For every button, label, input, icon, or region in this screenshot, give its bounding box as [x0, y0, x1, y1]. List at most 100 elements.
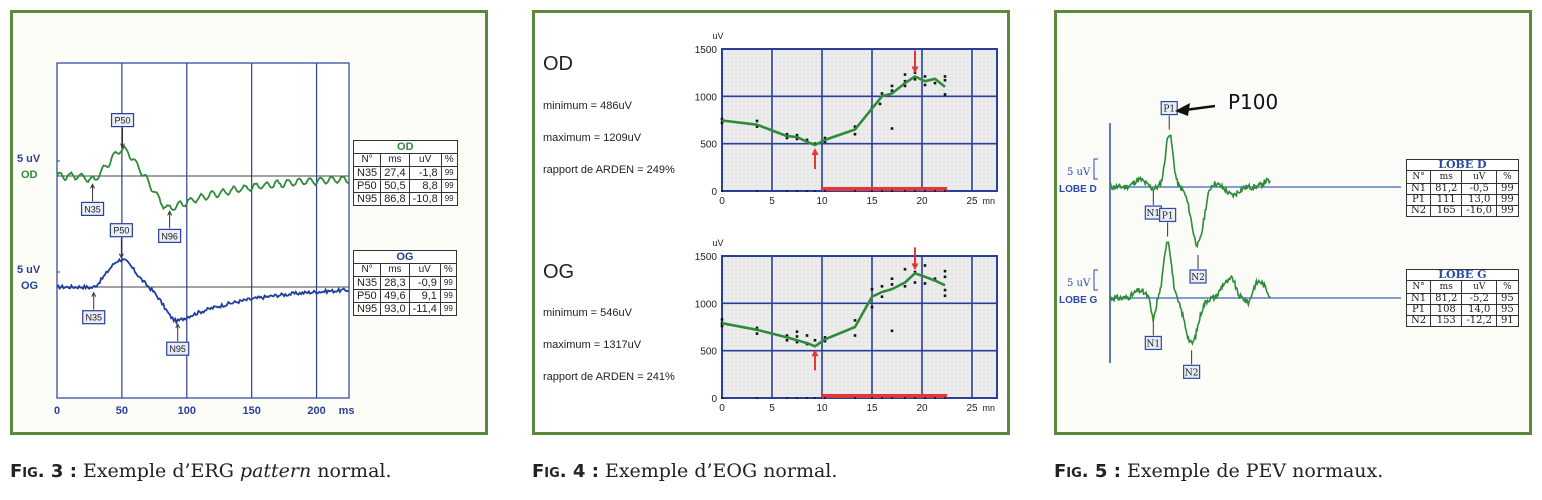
- cell: -5,2: [1461, 293, 1498, 305]
- scatter-point: [823, 140, 827, 144]
- marker-arrow-head: [118, 253, 124, 259]
- cell: P1: [1405, 194, 1432, 206]
- caption-text: Exemple d’EOG normal.: [604, 460, 838, 482]
- cell: -10,8: [408, 192, 442, 206]
- cell: 99: [440, 179, 458, 193]
- scatter-point: [943, 269, 947, 273]
- sample-tick: [944, 397, 946, 399]
- erg-table-og: OG N° ms uV % N35 28,3 -0,9 99 P50 49,6 …: [352, 250, 457, 316]
- scatter-point: [903, 79, 907, 83]
- scale-bar-label: 5 uV: [17, 153, 41, 165]
- scale-bar: [56, 160, 60, 177]
- scatter-point: [853, 125, 857, 128]
- x-tick-label: 0: [54, 405, 60, 417]
- sample-tick: [824, 397, 826, 399]
- marker-arrow-head: [90, 183, 96, 189]
- cell: 165: [1430, 205, 1463, 217]
- scatter-point: [923, 83, 927, 87]
- scatter-point: [720, 324, 724, 328]
- scatter-point: [878, 102, 882, 106]
- scatter-point: [943, 75, 947, 78]
- sample-tick: [814, 397, 816, 399]
- sample-tick: [904, 397, 906, 399]
- marker-box: [1183, 364, 1201, 379]
- marker-label: N95: [169, 344, 186, 354]
- caption-text: Exemple d’ERG: [82, 460, 240, 482]
- col-header: %: [1496, 280, 1519, 294]
- x-tick-label: 25: [966, 196, 978, 207]
- plot-area: [722, 49, 997, 191]
- sample-tick: [914, 190, 916, 192]
- peak-marker: P50: [109, 223, 133, 259]
- scatter-point: [903, 73, 907, 76]
- cell: P50: [352, 289, 382, 303]
- x-tick-label: 0: [719, 196, 725, 207]
- col-header: %: [439, 263, 457, 277]
- table-title: OD: [353, 140, 458, 154]
- col-header: ms: [380, 263, 410, 277]
- pev-table-lobe-g: LOBE G N° ms uV % N1 81,2 -5,2 95 P1 108…: [1405, 269, 1519, 327]
- scatter-point: [795, 330, 799, 334]
- cell: N35: [352, 276, 382, 290]
- scatter-point: [853, 319, 857, 322]
- peak-marker: N95: [166, 323, 190, 356]
- cell: 99: [439, 289, 457, 303]
- scatter-point: [823, 336, 827, 339]
- eog-mean-line: [721, 75, 946, 147]
- cell: 27,4: [380, 166, 410, 180]
- scatter-point: [795, 335, 799, 338]
- y-tick-label: 1500: [695, 45, 718, 56]
- table-row: N95 93,0 -11,4 99: [352, 302, 457, 316]
- col-header: ms: [1430, 280, 1463, 294]
- sample-tick: [814, 190, 816, 192]
- scatter-point: [923, 264, 927, 267]
- cell: 14,0: [1461, 304, 1498, 316]
- sample-tick: [924, 397, 926, 399]
- scatter-point: [755, 332, 759, 335]
- scatter-point: [785, 132, 789, 136]
- eog-od-title: OD: [543, 53, 573, 75]
- cell: N1: [1405, 183, 1432, 195]
- cell: P50: [352, 179, 382, 193]
- scale-bar: [1093, 269, 1098, 291]
- scatter-point: [943, 78, 947, 82]
- cell: 13,0: [1461, 194, 1498, 206]
- sample-tick: [944, 190, 946, 192]
- scatter-point: [755, 326, 759, 330]
- scatter-point: [853, 334, 857, 337]
- marker-box: [80, 201, 105, 216]
- scatter-point: [785, 136, 789, 140]
- scale-bar-label: 5 uV: [17, 264, 41, 276]
- eog-figure-panel: 0 5 10 15 20 25 0 500 1000 1500 uV mn 0 5 10 15 20 25 0 500…: [532, 10, 1010, 435]
- cell: 111: [1430, 194, 1463, 206]
- col-header: uV: [408, 153, 442, 167]
- peak-marker: N2: [1189, 255, 1207, 284]
- cell: 99: [1496, 205, 1519, 217]
- peak-marker: N96: [158, 210, 182, 243]
- cell: 99: [1496, 183, 1519, 195]
- table-row: N1 81,2 -0,5 99: [1405, 183, 1519, 195]
- table-row: N35 28,3 -0,9 99: [352, 276, 457, 290]
- sample-tick: [824, 190, 826, 192]
- scatter-point: [823, 136, 827, 140]
- marker-label: N35: [84, 204, 101, 214]
- x-tick-label: 5: [769, 403, 775, 414]
- x-tick-label: 5: [769, 196, 775, 207]
- scatter-point: [755, 125, 759, 128]
- cell: 28,3: [380, 276, 410, 290]
- scatter-point: [903, 267, 907, 271]
- sample-tick: [756, 397, 758, 399]
- scatter-point: [720, 121, 724, 125]
- peak-marker: N35: [82, 291, 106, 325]
- cell: 8,8: [408, 179, 442, 193]
- table-row: N2 153 -12,2 91: [1405, 315, 1519, 327]
- peak-marker: N2: [1183, 350, 1201, 379]
- cell: 99: [439, 302, 457, 316]
- trace-label: OG: [21, 280, 38, 292]
- marker-label: N35: [85, 313, 102, 323]
- scatter-point: [890, 84, 894, 88]
- scatter-point: [880, 295, 884, 299]
- sample-tick: [924, 190, 926, 192]
- cell: 81,2: [1430, 293, 1463, 305]
- sample-tick: [786, 397, 788, 399]
